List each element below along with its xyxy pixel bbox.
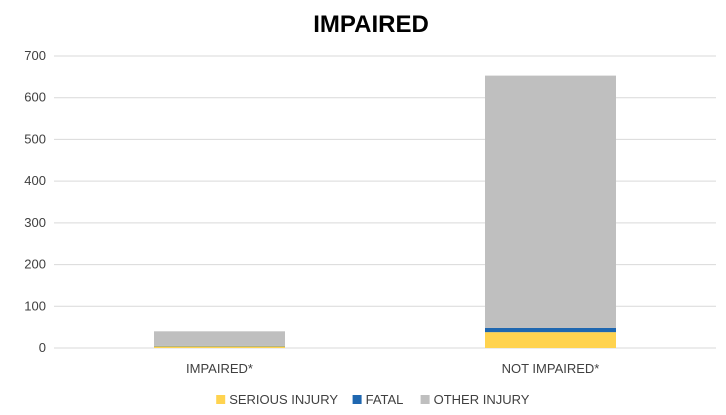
bar-segment — [485, 75, 616, 328]
legend: SERIOUS INJURY FATAL OTHER INJURY — [216, 392, 530, 407]
gridlines — [54, 55, 716, 349]
legend-swatch — [352, 395, 362, 404]
legend-swatch — [216, 395, 226, 404]
bar-segment — [485, 327, 616, 333]
y-tick-label: 400 — [24, 173, 46, 188]
y-tick-label: 300 — [24, 215, 46, 230]
y-tick-label: 200 — [24, 257, 46, 272]
legend-swatch — [420, 395, 430, 404]
bar-segment — [485, 332, 616, 348]
y-tick-label: 600 — [24, 90, 46, 105]
legend-label: SERIOUS INJURY — [229, 392, 338, 407]
bars — [154, 75, 616, 348]
y-tick-label: 700 — [24, 48, 46, 63]
y-tick-label: 500 — [24, 131, 46, 146]
legend-label: FATAL — [366, 392, 404, 407]
legend-label: OTHER INJURY — [434, 392, 530, 407]
x-tick-label: NOT IMPAIRED* — [502, 361, 600, 376]
bar-segment — [154, 346, 285, 348]
y-axis-ticks: 0 100 200 300 400 500 600 700 — [24, 48, 46, 355]
x-tick-label: IMPAIRED* — [186, 361, 253, 376]
y-tick-label: 0 — [39, 340, 46, 355]
y-tick-label: 100 — [24, 298, 46, 313]
chart-title: IMPAIRED — [313, 11, 429, 38]
bar-segment — [154, 331, 285, 346]
x-axis-labels: IMPAIRED* NOT IMPAIRED* — [186, 361, 599, 376]
